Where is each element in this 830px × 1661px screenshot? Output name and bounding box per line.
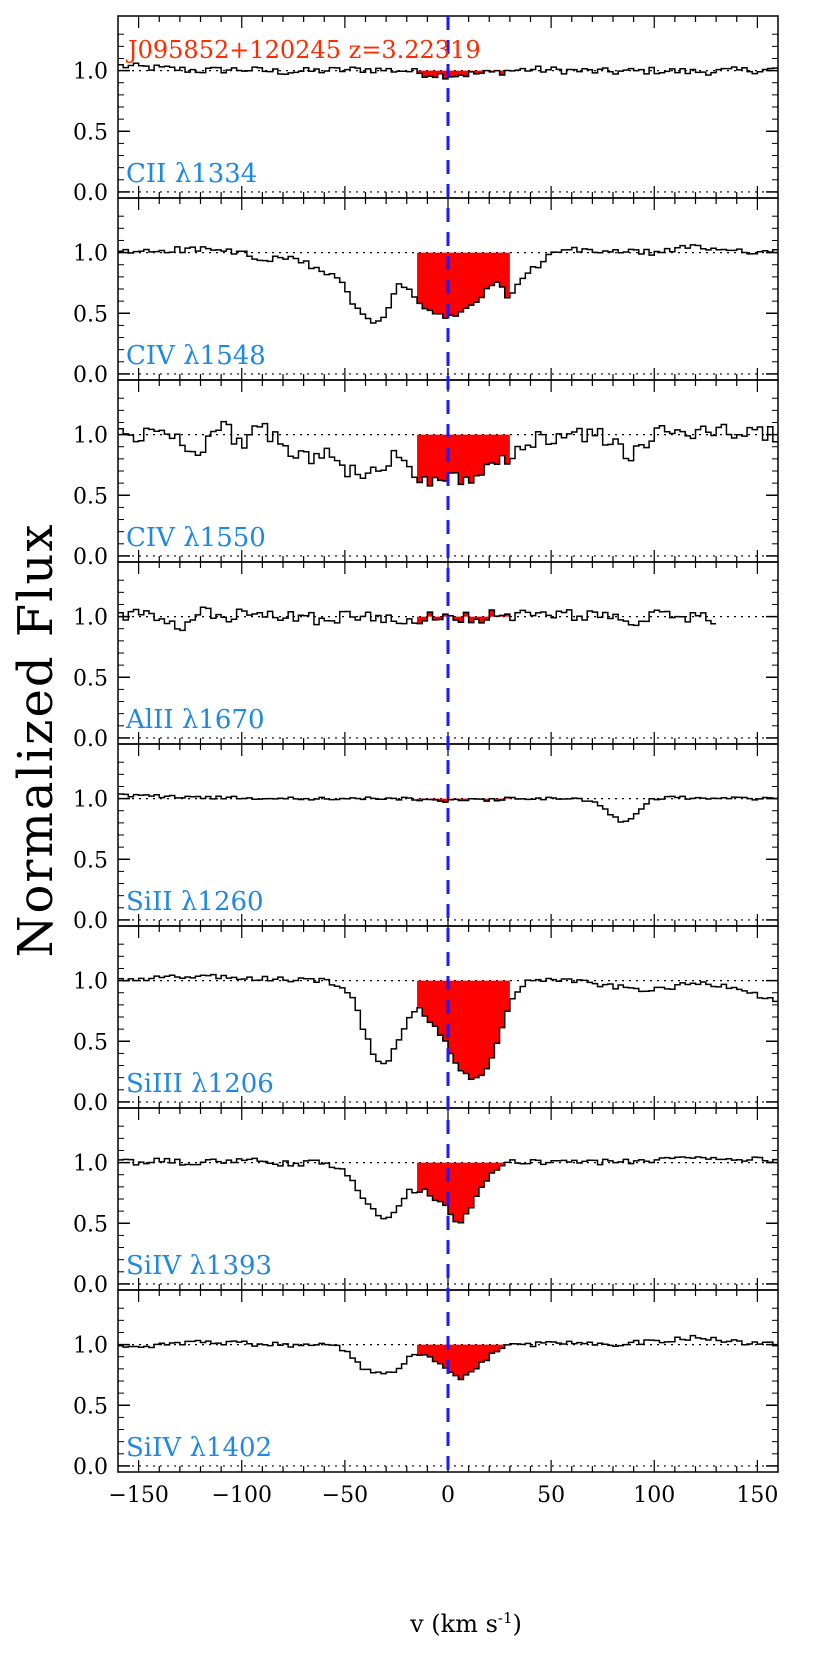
x-axis-label-main: v (km s [409,1610,498,1638]
ion-label: AlII λ1670 [125,705,265,735]
ion-label: CIV λ1548 [126,341,266,371]
spectrum-panel-2: 0.0 0.5 1.0 CIV λ1550 [73,379,779,570]
absorption-fill [417,1344,510,1380]
ion-label: CIV λ1550 [126,523,266,553]
y-tick-label: 1.0 [73,242,108,267]
x-tick-label: −100 [212,1483,272,1508]
y-tick-label: 1.0 [73,1334,108,1359]
spectrum-panel-5: 0.0 0.5 1.0 SiIII λ1206 [73,925,779,1116]
y-tick-label: 0.5 [73,1212,108,1237]
x-tick-label: 150 [736,1483,778,1508]
x-axis-label: v (km s-1) [409,1609,522,1638]
y-tick-label: 0.5 [73,666,108,691]
y-tick-label: 0.5 [73,120,108,145]
spectrum-line [118,793,778,823]
spectrum-panel-7: 0.0 0.5 1.0 SiIV λ1402 [73,1289,779,1480]
absorption-fill [417,980,510,1080]
y-tick-label: 0.5 [73,1394,108,1419]
spectrum-panel-4: 0.0 0.5 1.0 SiII λ1260 [73,743,779,934]
y-tick-label: 0.5 [73,848,108,873]
y-tick-label: 0.0 [73,1273,108,1298]
y-tick-label: 1.0 [73,970,108,995]
ion-label: CII λ1334 [126,159,257,189]
x-tick-label: 100 [633,1483,675,1508]
spectrum-panel-3: 0.0 0.5 1.0 AlII λ1670 [73,561,779,752]
ion-label: SiIII λ1206 [126,1069,274,1099]
y-tick-label: 0.5 [73,1030,108,1055]
y-tick-label: 0.0 [73,1091,108,1116]
spectrum-line [118,1156,778,1224]
absorption-fill [417,252,510,319]
y-tick-label: 0.0 [73,181,108,206]
x-tick-label: −50 [322,1483,368,1508]
y-tick-label: 1.0 [73,424,108,449]
y-tick-label: 0.0 [73,909,108,934]
spectrum-panel-1: 0.0 0.5 1.0 CIV λ1548 [73,197,779,388]
absorption-fill [417,1162,510,1223]
ion-label: SiIV λ1402 [126,1433,272,1463]
absorption-fill [417,434,510,486]
y-tick-label: 0.0 [73,545,108,570]
y-tick-label: 1.0 [73,1152,108,1177]
y-tick-label: 0.5 [73,302,108,327]
y-axis-label: Normalized Flux [8,523,64,958]
y-tick-label: 0.5 [73,484,108,509]
x-tick-label: −150 [108,1483,168,1508]
spectrum-panel-0: 0.0 0.5 1.0 CII λ1334 [73,15,779,206]
x-tick-label: 50 [537,1483,565,1508]
axes-labels-group: −150 −100 −50 0 50 100 150 [108,1483,778,1508]
spectrum-line [118,973,778,1081]
chart-title: J095852+120245 z=3.22319 [125,36,481,64]
y-tick-label: 1.0 [73,606,108,631]
x-tick-label: 0 [441,1483,455,1508]
ion-label: SiIV λ1393 [126,1251,272,1281]
y-tick-label: 0.0 [73,727,108,752]
y-tick-label: 0.0 [73,363,108,388]
spectrum-line [118,606,717,632]
spectrum-panel-6: 0.0 0.5 1.0 SiIV λ1393 [73,1107,779,1298]
y-tick-label: 1.0 [73,788,108,813]
x-axis-label-exponent: -1 [498,1609,513,1627]
x-axis-label-tail: ) [513,1610,522,1638]
ion-label: SiII λ1260 [126,887,264,917]
y-tick-label: 1.0 [73,60,108,85]
y-tick-label: 0.0 [73,1455,108,1480]
